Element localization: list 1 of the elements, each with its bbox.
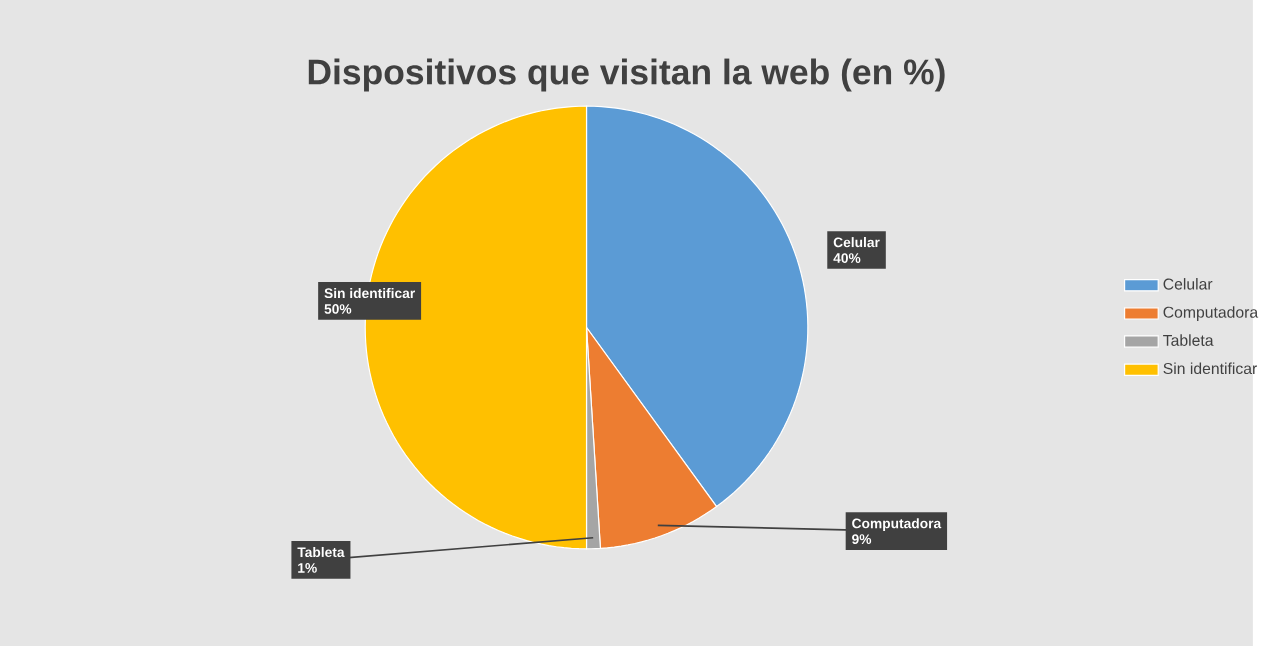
chart-title: Dispositivos que visitan la web (en %) [308, 58, 945, 92]
